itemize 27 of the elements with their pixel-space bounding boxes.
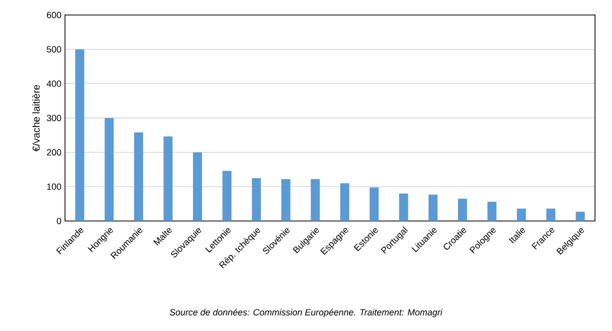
y-tick-label: 200 bbox=[46, 149, 62, 156]
y-tick-label: 600 bbox=[46, 12, 62, 18]
bar bbox=[310, 179, 320, 221]
bar bbox=[516, 208, 526, 221]
bar bbox=[134, 132, 144, 221]
y-tick-label: 500 bbox=[46, 46, 62, 53]
bar bbox=[458, 198, 468, 221]
y-tick-label: 100 bbox=[47, 183, 62, 190]
bar bbox=[164, 136, 173, 221]
bar bbox=[428, 194, 438, 221]
bar bbox=[370, 187, 379, 221]
bar bbox=[576, 212, 585, 221]
bar bbox=[487, 202, 496, 221]
bar bbox=[340, 183, 350, 221]
bar bbox=[252, 178, 261, 221]
text: Source de données: Commission Européenne. Traitement: Momagri bbox=[170, 308, 443, 318]
bar bbox=[546, 208, 556, 221]
bar bbox=[75, 49, 84, 221]
bar bbox=[399, 194, 408, 221]
bar bbox=[193, 152, 202, 221]
y-tick-label: 0 bbox=[56, 218, 62, 224]
y-tick-label: 400 bbox=[46, 80, 62, 87]
y-axis-title: €/vache laitière bbox=[32, 84, 40, 152]
bar bbox=[281, 179, 290, 221]
bar bbox=[104, 118, 114, 221]
bar bbox=[222, 170, 232, 221]
y-tick-label: 300 bbox=[46, 114, 62, 122]
